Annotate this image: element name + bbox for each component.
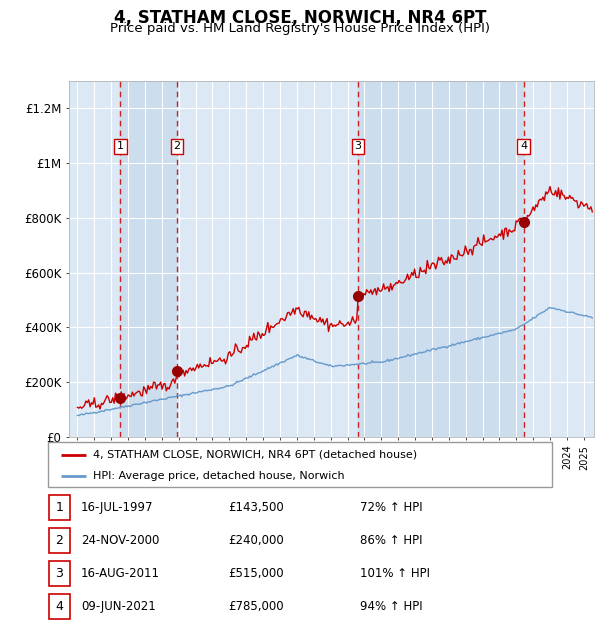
Text: 24-NOV-2000: 24-NOV-2000 [81,534,160,547]
Text: 1: 1 [55,502,64,514]
Bar [177,81,358,437]
Bar [49,528,70,553]
Text: 4, STATHAM CLOSE, NORWICH, NR4 6PT: 4, STATHAM CLOSE, NORWICH, NR4 6PT [114,9,486,27]
Text: 4, STATHAM CLOSE, NORWICH, NR4 6PT (detached house): 4, STATHAM CLOSE, NORWICH, NR4 6PT (deta… [94,450,418,459]
Text: 3: 3 [355,141,362,151]
Text: 16-AUG-2011: 16-AUG-2011 [81,567,160,580]
Text: 2: 2 [173,141,181,151]
Bar [49,495,70,520]
Bar [69,81,121,437]
Text: £515,000: £515,000 [228,567,284,580]
Text: 3: 3 [55,567,64,580]
Bar [49,594,70,619]
Bar [358,81,524,437]
Text: 101% ↑ HPI: 101% ↑ HPI [360,567,430,580]
Bar [524,81,594,437]
Text: 86% ↑ HPI: 86% ↑ HPI [360,534,422,547]
Text: HPI: Average price, detached house, Norwich: HPI: Average price, detached house, Norw… [94,471,345,480]
Text: 1: 1 [117,141,124,151]
Text: 2: 2 [55,534,64,547]
Text: 72% ↑ HPI: 72% ↑ HPI [360,502,422,514]
Text: 94% ↑ HPI: 94% ↑ HPI [360,600,422,613]
Text: 16-JUL-1997: 16-JUL-1997 [81,502,154,514]
Bar [121,81,177,437]
Text: £785,000: £785,000 [228,600,284,613]
Text: 4: 4 [520,141,527,151]
Bar [49,561,70,586]
Text: Price paid vs. HM Land Registry's House Price Index (HPI): Price paid vs. HM Land Registry's House … [110,22,490,35]
Text: 4: 4 [55,600,64,613]
Text: £240,000: £240,000 [228,534,284,547]
Text: 09-JUN-2021: 09-JUN-2021 [81,600,156,613]
Text: £143,500: £143,500 [228,502,284,514]
